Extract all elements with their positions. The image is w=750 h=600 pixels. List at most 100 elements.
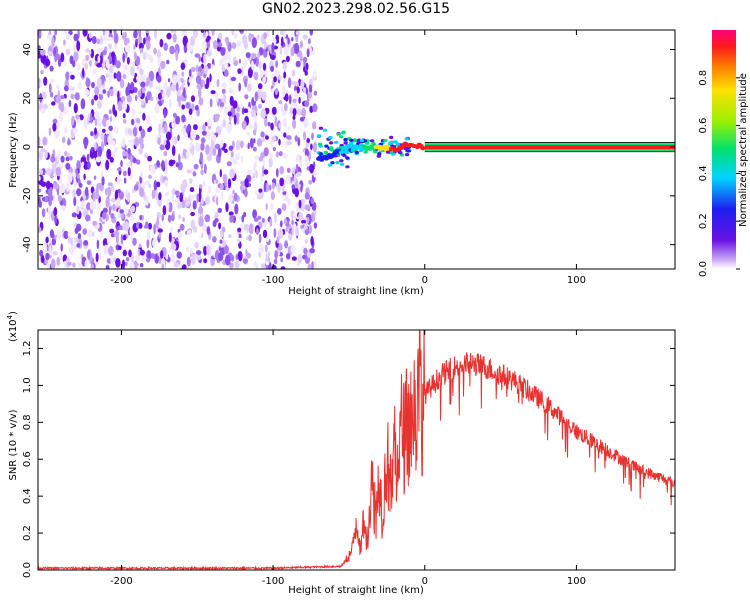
spectrogram-noise-cell (146, 238, 150, 249)
spectrogram-noise-cell (247, 142, 250, 150)
spectrogram-noise-cell (126, 192, 131, 203)
spectrogram-noise-cell (72, 188, 76, 199)
colorbar-tick-label: 0.2 (698, 213, 709, 229)
spectrogram-noise-cell (254, 155, 260, 160)
spectrogram-noise-cell (301, 107, 307, 118)
spectrogram-noise-cell (240, 183, 244, 194)
spectrogram-noise-cell (276, 236, 280, 244)
spectrogram-noise-cell (108, 125, 113, 132)
spectrogram-noise-cell (264, 69, 268, 78)
spectrogram-noise-cell (73, 51, 79, 62)
spectrogram-noise-cell (122, 119, 127, 124)
spectrogram-noise-cell (115, 258, 121, 268)
spectrogram-noise-cell (190, 219, 195, 230)
spectrogram-noise-cell (38, 188, 42, 193)
spectrogram-noise-cell (271, 88, 275, 94)
spectrogram-noise-cell (181, 127, 186, 135)
spectrogram-noise-cell (105, 119, 110, 128)
spectrogram-noise-cell (186, 256, 191, 267)
spectrogram-noise-cell (139, 187, 145, 198)
spectrogram-signal-cell (404, 137, 409, 141)
spectrogram-noise-cell (232, 189, 235, 195)
spectrogram-noise-cell (157, 137, 161, 145)
spectrogram-noise-cell (196, 84, 201, 90)
spectrogram-noise-cell (192, 200, 197, 210)
spectrogram-noise-cell (109, 228, 115, 234)
spectrogram-noise-cell (57, 57, 62, 67)
spectrogram-noise-cell (233, 33, 238, 40)
spectrogram-noise-cell (96, 100, 102, 109)
spectrogram-noise-cell (284, 89, 289, 95)
spectrogram-noise-cell (141, 85, 146, 94)
spectrogram-noise-cell (177, 231, 183, 238)
spectrogram-noise-cell (94, 86, 100, 97)
spectrogram-noise-cell (102, 128, 106, 133)
spectrogram-noise-cell (258, 61, 262, 70)
spectrogram-noise-cell (201, 232, 204, 239)
spectrogram-noise-cell (269, 184, 272, 191)
spectrogram-noise-cell (270, 122, 274, 131)
spectrogram-noise-cell (239, 30, 244, 33)
spectrogram-noise-cell (288, 233, 293, 241)
spectrogram-noise-cell (60, 243, 63, 252)
spectrogram-noise-cell (182, 179, 188, 189)
spectrogram-noise-cell (177, 202, 183, 209)
snr-multiplier-base: (x10 (8, 319, 19, 342)
spectrogram-frame (37, 29, 676, 270)
spectrogram-noise-cell (57, 150, 61, 161)
spectrogram-noise-cell (240, 180, 246, 185)
spectrogram-noise-cell (254, 190, 259, 196)
spectrogram-noise-cell (274, 70, 280, 78)
spectrogram-noise-cell (107, 90, 110, 98)
spectrogram-noise-cell (158, 192, 162, 201)
spectrogram-noise-cell (116, 175, 122, 184)
spectrogram-noise-cell (263, 169, 269, 175)
spectrogram-noise-cell (291, 69, 296, 77)
spectrogram-noise-cell (78, 182, 83, 188)
spectrogram-noise-cell (82, 209, 87, 217)
spectrogram-noise-cell (85, 214, 91, 222)
spectrogram-noise-cell (126, 94, 132, 103)
spectrogram-noise-cell (57, 174, 60, 181)
spectrogram-noise-cell (291, 37, 294, 42)
spectrogram-noise-cell (185, 102, 190, 109)
spectrogram-noise-cell (252, 209, 257, 219)
spectrogram-noise-cell (139, 47, 144, 54)
spectrogram-noise-cell (271, 106, 277, 115)
spectrogram-noise-cell (212, 236, 217, 243)
spectrogram-noise-cell (67, 261, 72, 267)
spectrogram-noise-cell (48, 83, 52, 94)
snr-frame (37, 329, 676, 571)
spectrogram-noise-cell (311, 213, 315, 221)
spectrogram-noise-cell (175, 162, 180, 168)
snr-x-tick-label: 0 (422, 576, 428, 587)
spectrogram-noise-cell (109, 156, 114, 163)
spectrogram-noise-cell (148, 184, 152, 188)
spectrogram-noise-cell (76, 63, 81, 71)
spectrogram-noise-cell (226, 161, 232, 167)
spectrogram-noise-cell (228, 211, 234, 216)
colorbar-ticks: 0.0 0.2 0.4 0.6 0.8 (698, 70, 740, 277)
spectrogram-noise-cell (75, 237, 79, 244)
spectrogram-noise-cell (67, 230, 71, 238)
spectrogram-noise-cell (108, 89, 114, 96)
spectrogram-noise-cell (286, 167, 291, 173)
spectrogram-noise-cell (140, 128, 146, 139)
spectrogram-noise-cell (205, 144, 210, 155)
spectrogram-noise-cell (121, 137, 126, 148)
spectrogram-noise-cell (291, 225, 295, 236)
spectrogram-noise-cell (127, 84, 132, 91)
spectrogram-noise-cell (178, 214, 182, 220)
spectrogram-noise-cell (63, 106, 68, 115)
spectrogram-noise-cell (63, 56, 67, 66)
spectrogram-noise-cell (215, 179, 219, 184)
spectrogram-noise-cell (91, 81, 95, 89)
spectrogram-noise-cell (112, 54, 115, 66)
spectrogram-noise-cell (96, 48, 102, 53)
spectrogram-noise-cell (119, 209, 125, 214)
spectrogram-noise-cell (54, 53, 58, 63)
spectrogram-noise-cell (180, 77, 184, 84)
spectrogram-noise-cell (200, 137, 206, 144)
spectrogram-noise-cell (152, 239, 156, 247)
spectrogram-noise-cell (300, 79, 305, 90)
